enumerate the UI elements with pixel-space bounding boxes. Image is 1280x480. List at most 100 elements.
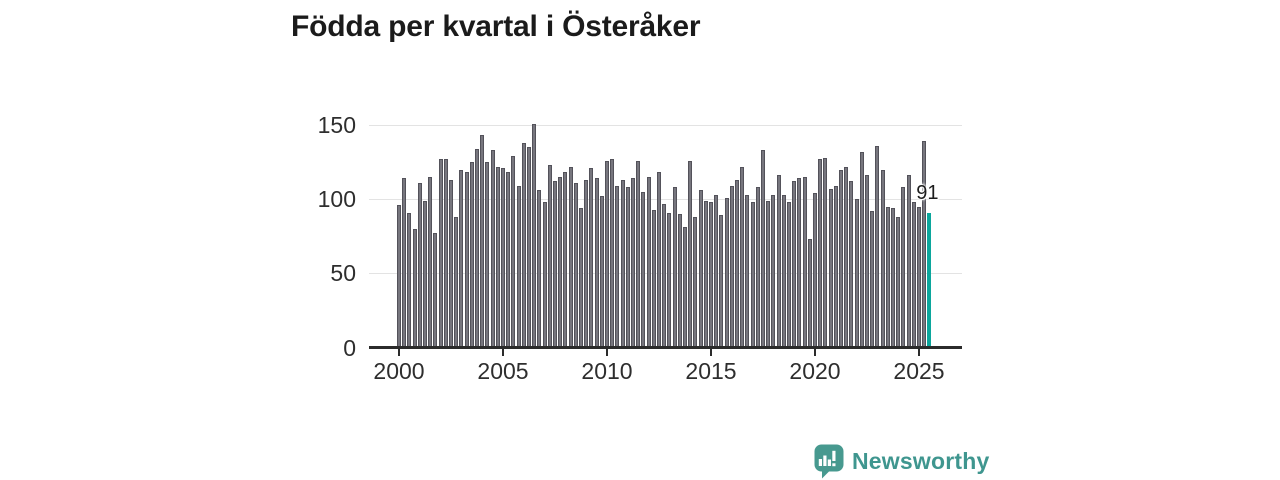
bar [490, 150, 495, 348]
bar [552, 181, 558, 348]
x-axis-tick [606, 348, 608, 356]
bar [745, 194, 750, 348]
bar [448, 179, 454, 348]
bar [911, 202, 916, 348]
bar [854, 199, 859, 348]
bar [833, 185, 838, 348]
chart-title: Födda per kvartal i Österåker [291, 10, 701, 43]
bar [407, 212, 412, 348]
y-axis-tick-label: 150 [317, 112, 356, 138]
bar [589, 168, 594, 348]
bar [542, 202, 547, 348]
bar [771, 194, 776, 348]
bar [636, 160, 641, 348]
bar [464, 172, 469, 348]
bar [812, 193, 818, 348]
newsworthy-icon [811, 443, 845, 479]
bar [599, 196, 604, 348]
bar [698, 190, 703, 348]
bar [818, 159, 823, 348]
bar [807, 239, 812, 348]
bar [885, 206, 890, 348]
bar [516, 185, 521, 348]
x-axis-tick [814, 348, 816, 356]
bar [823, 157, 828, 348]
bar [500, 168, 506, 348]
bar [558, 176, 563, 348]
bar [766, 200, 771, 348]
bar [495, 166, 500, 348]
bar [682, 227, 688, 348]
bar [672, 187, 677, 348]
bar [781, 194, 786, 348]
bar [792, 181, 797, 348]
bar [714, 194, 719, 348]
bar [594, 178, 599, 348]
x-axis-tick-label: 2010 [581, 358, 633, 384]
bar [521, 142, 526, 348]
bar [677, 214, 682, 348]
bar [776, 175, 781, 348]
bar [667, 212, 672, 348]
x-axis-tick [918, 348, 920, 356]
bar [719, 215, 724, 348]
bar [844, 166, 849, 348]
y-gridline [369, 198, 962, 200]
bar [428, 176, 433, 348]
y-axis-tick-label: 50 [330, 260, 356, 287]
bar [797, 178, 802, 348]
bar [786, 202, 792, 348]
bar [563, 172, 568, 348]
bar [880, 169, 885, 348]
bar [433, 233, 438, 348]
x-axis-tick [398, 348, 400, 356]
y-axis-tick-label: 100 [317, 186, 356, 213]
bar [875, 145, 880, 348]
bar [568, 166, 573, 348]
x-axis-line [369, 345, 962, 349]
bar [896, 216, 901, 348]
bar [703, 200, 708, 348]
bar [724, 197, 729, 348]
bar [870, 211, 875, 348]
bar [828, 188, 833, 348]
bar [916, 206, 922, 348]
bar [646, 176, 651, 348]
bar [485, 162, 490, 348]
last-value-label: 91 [916, 182, 939, 204]
bar-highlighted [927, 212, 932, 348]
bar [532, 123, 537, 348]
bar [480, 135, 485, 348]
bar [802, 176, 807, 348]
bar [641, 191, 646, 348]
bar [526, 147, 532, 348]
bar [610, 159, 615, 348]
bar [849, 181, 854, 348]
bar [750, 202, 755, 348]
bar [890, 208, 896, 348]
x-axis-tick-label: 2020 [789, 358, 841, 384]
newsworthy-logo[interactable]: Newsworthy [811, 443, 989, 479]
bar [573, 182, 578, 348]
bar [708, 202, 714, 348]
bar-chart: 91 0 50 100 150 2000 2005 2010 2015 2020 2025 [317, 112, 962, 384]
bar [604, 160, 610, 348]
bar [474, 148, 480, 348]
newsworthy-logo-text: Newsworthy [852, 448, 990, 474]
bar [901, 187, 906, 348]
bar [620, 179, 625, 348]
bar [417, 182, 422, 348]
bar [584, 179, 589, 348]
bar [864, 175, 870, 348]
bar [443, 159, 448, 348]
bar [422, 200, 428, 348]
bar [755, 187, 760, 348]
bar [469, 162, 474, 348]
bar [625, 187, 630, 348]
bar [656, 172, 662, 348]
bar [578, 208, 584, 348]
bar [651, 209, 656, 348]
bar [740, 166, 745, 348]
x-axis-tick-label: 2015 [685, 358, 737, 384]
